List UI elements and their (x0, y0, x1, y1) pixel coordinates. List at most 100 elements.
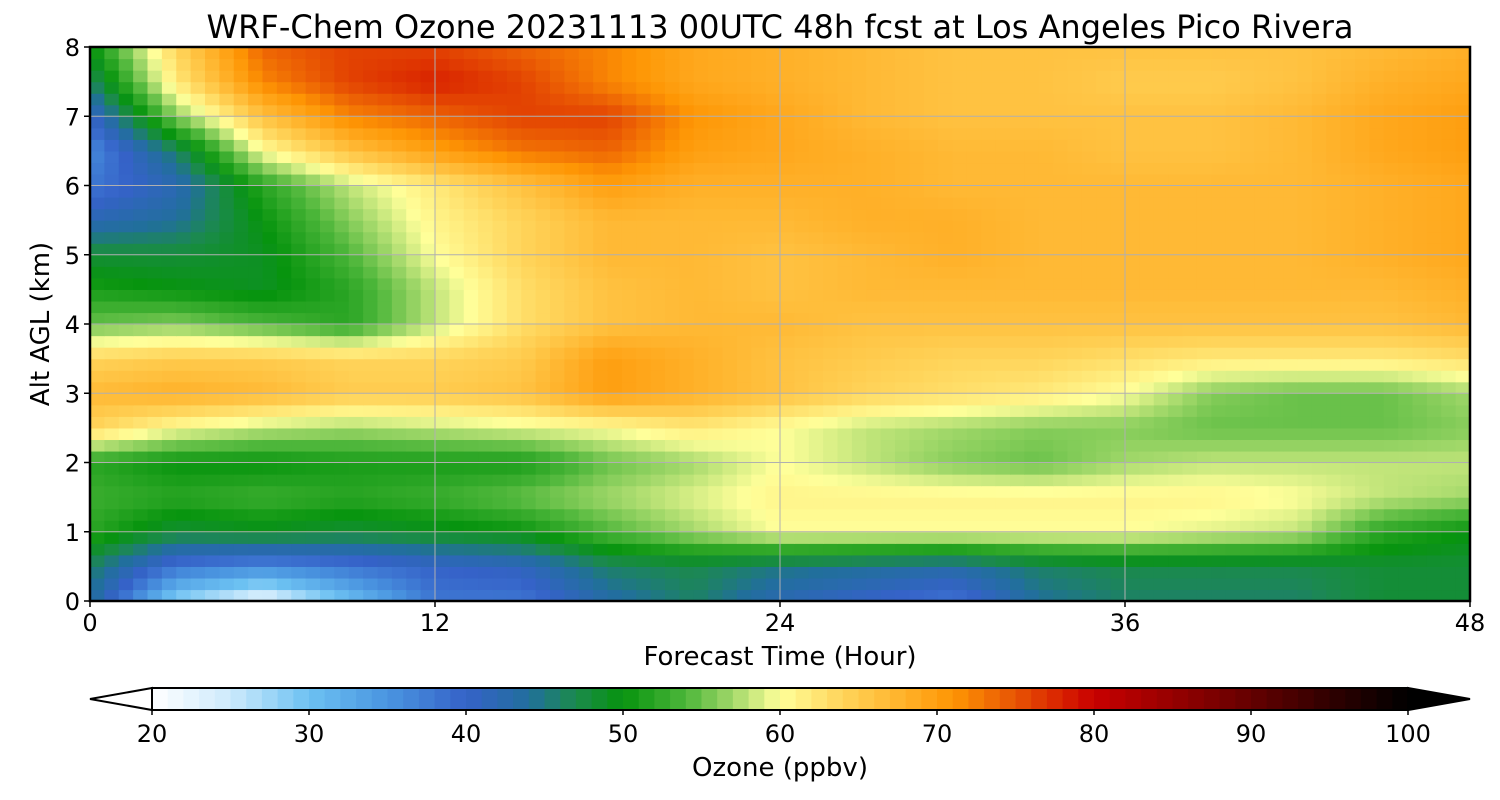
heatmap-cell (564, 370, 580, 383)
heatmap-cell (722, 531, 738, 544)
heatmap-cell (952, 116, 968, 129)
heatmap-cell (463, 116, 479, 129)
heatmap-cell (262, 393, 278, 406)
heatmap-cell (895, 485, 910, 498)
heatmap-cell (722, 381, 738, 394)
heatmap-cell (866, 70, 882, 83)
heatmap-cell (449, 520, 465, 533)
heatmap-cell (1196, 58, 1212, 71)
heatmap-cell (679, 312, 695, 325)
heatmap-cell (693, 139, 709, 152)
heatmap-cell (1139, 277, 1155, 290)
heatmap-cell (1096, 220, 1112, 233)
heatmap-cell (406, 300, 422, 314)
heatmap-cell (794, 554, 810, 567)
heatmap-cell (1383, 70, 1399, 83)
heatmap-cell (1196, 243, 1212, 256)
heatmap-cell (535, 70, 551, 83)
heatmap-cell (147, 220, 163, 233)
heatmap-cell (923, 358, 939, 371)
heatmap-cell (1225, 312, 1241, 325)
heatmap-cell (1369, 381, 1385, 394)
heatmap-cell (190, 497, 206, 510)
heatmap-cell (1297, 312, 1313, 325)
heatmap-cell (205, 335, 220, 348)
heatmap-cell (794, 81, 810, 94)
heatmap-cell (1441, 150, 1457, 164)
heatmap-cell (305, 150, 321, 164)
heatmap-cell (334, 289, 350, 302)
heatmap-cell (665, 566, 680, 579)
heatmap-cell (348, 231, 364, 244)
heatmap-cell (276, 531, 292, 544)
heatmap-cell (1311, 531, 1327, 544)
heatmap-cell (593, 289, 609, 302)
heatmap-cell (1311, 324, 1327, 337)
heatmap-cell (1326, 197, 1342, 210)
heatmap-cell (679, 70, 695, 83)
heatmap-cell (1412, 370, 1428, 383)
heatmap-cell (665, 58, 680, 71)
heatmap-cell (650, 116, 666, 129)
heatmap-cell (521, 266, 537, 279)
heatmap-cell (248, 266, 264, 279)
heatmap-cell (205, 324, 220, 337)
heatmap-cell (219, 381, 235, 394)
heatmap-cell (981, 289, 997, 302)
heatmap-cell (1096, 277, 1112, 290)
heatmap-cell (837, 577, 853, 591)
heatmap-cell (851, 254, 867, 267)
heatmap-cell (420, 70, 436, 83)
heatmap-cell (377, 589, 393, 602)
heatmap-cell (506, 335, 522, 348)
heatmap-cell (248, 404, 264, 417)
heatmap-cell (535, 127, 551, 140)
heatmap-cell (104, 58, 120, 71)
heatmap-cell (794, 58, 810, 71)
heatmap-cell (722, 543, 738, 556)
heatmap-cell (1081, 520, 1097, 533)
heatmap-cell (1441, 335, 1457, 348)
heatmap-cell (866, 508, 882, 521)
heatmap-cell (435, 70, 450, 83)
heatmap-cell (550, 439, 565, 452)
heatmap-cell (1398, 104, 1414, 117)
heatmap-cell (1081, 577, 1097, 591)
heatmap-cell (550, 393, 565, 406)
heatmap-cell (348, 289, 364, 302)
heatmap-cell (550, 70, 565, 83)
heatmap-cell (205, 81, 220, 94)
heatmap-cell (938, 474, 954, 487)
heatmap-cell (1441, 208, 1457, 221)
heatmap-cell (636, 81, 652, 94)
heatmap-cell (1038, 104, 1054, 117)
heatmap-cell (923, 300, 939, 314)
heatmap-cell (636, 266, 652, 279)
heatmap-cell (578, 381, 594, 394)
heatmap-cell (1412, 450, 1428, 464)
heatmap-cell (1441, 577, 1457, 591)
heatmap-cell (1038, 243, 1054, 256)
heatmap-cell (420, 416, 436, 429)
colorbar-cell (309, 688, 326, 710)
heatmap-cell (736, 381, 752, 394)
heatmap-cell (1412, 254, 1428, 267)
heatmap-cell (377, 370, 393, 383)
heatmap-cell (1455, 150, 1471, 164)
heatmap-cell (233, 312, 249, 325)
heatmap-cell (1182, 150, 1198, 164)
heatmap-cell (506, 531, 522, 544)
heatmap-cell (1196, 520, 1212, 533)
heatmap-cell (550, 231, 565, 244)
heatmap-cell (1326, 289, 1342, 302)
heatmap-cell (377, 150, 393, 164)
heatmap-cell (923, 439, 939, 452)
heatmap-cell (1211, 370, 1227, 383)
heatmap-cell (133, 427, 149, 441)
y-tick-label: 0 (65, 588, 80, 616)
heatmap-cell (262, 416, 278, 429)
heatmap-cell (1426, 173, 1442, 187)
heatmap-cell (205, 497, 220, 510)
heatmap-cell (219, 289, 235, 302)
heatmap-cell (1355, 358, 1370, 371)
